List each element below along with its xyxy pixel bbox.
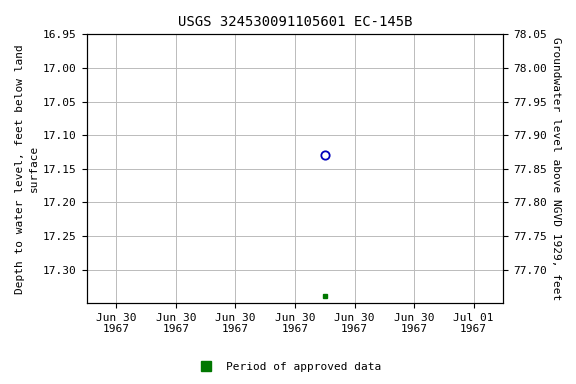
Y-axis label: Depth to water level, feet below land
surface: Depth to water level, feet below land su… <box>15 44 39 294</box>
Title: USGS 324530091105601 EC-145B: USGS 324530091105601 EC-145B <box>178 15 412 29</box>
Y-axis label: Groundwater level above NGVD 1929, feet: Groundwater level above NGVD 1929, feet <box>551 37 561 300</box>
Legend: Period of approved data: Period of approved data <box>191 358 385 377</box>
